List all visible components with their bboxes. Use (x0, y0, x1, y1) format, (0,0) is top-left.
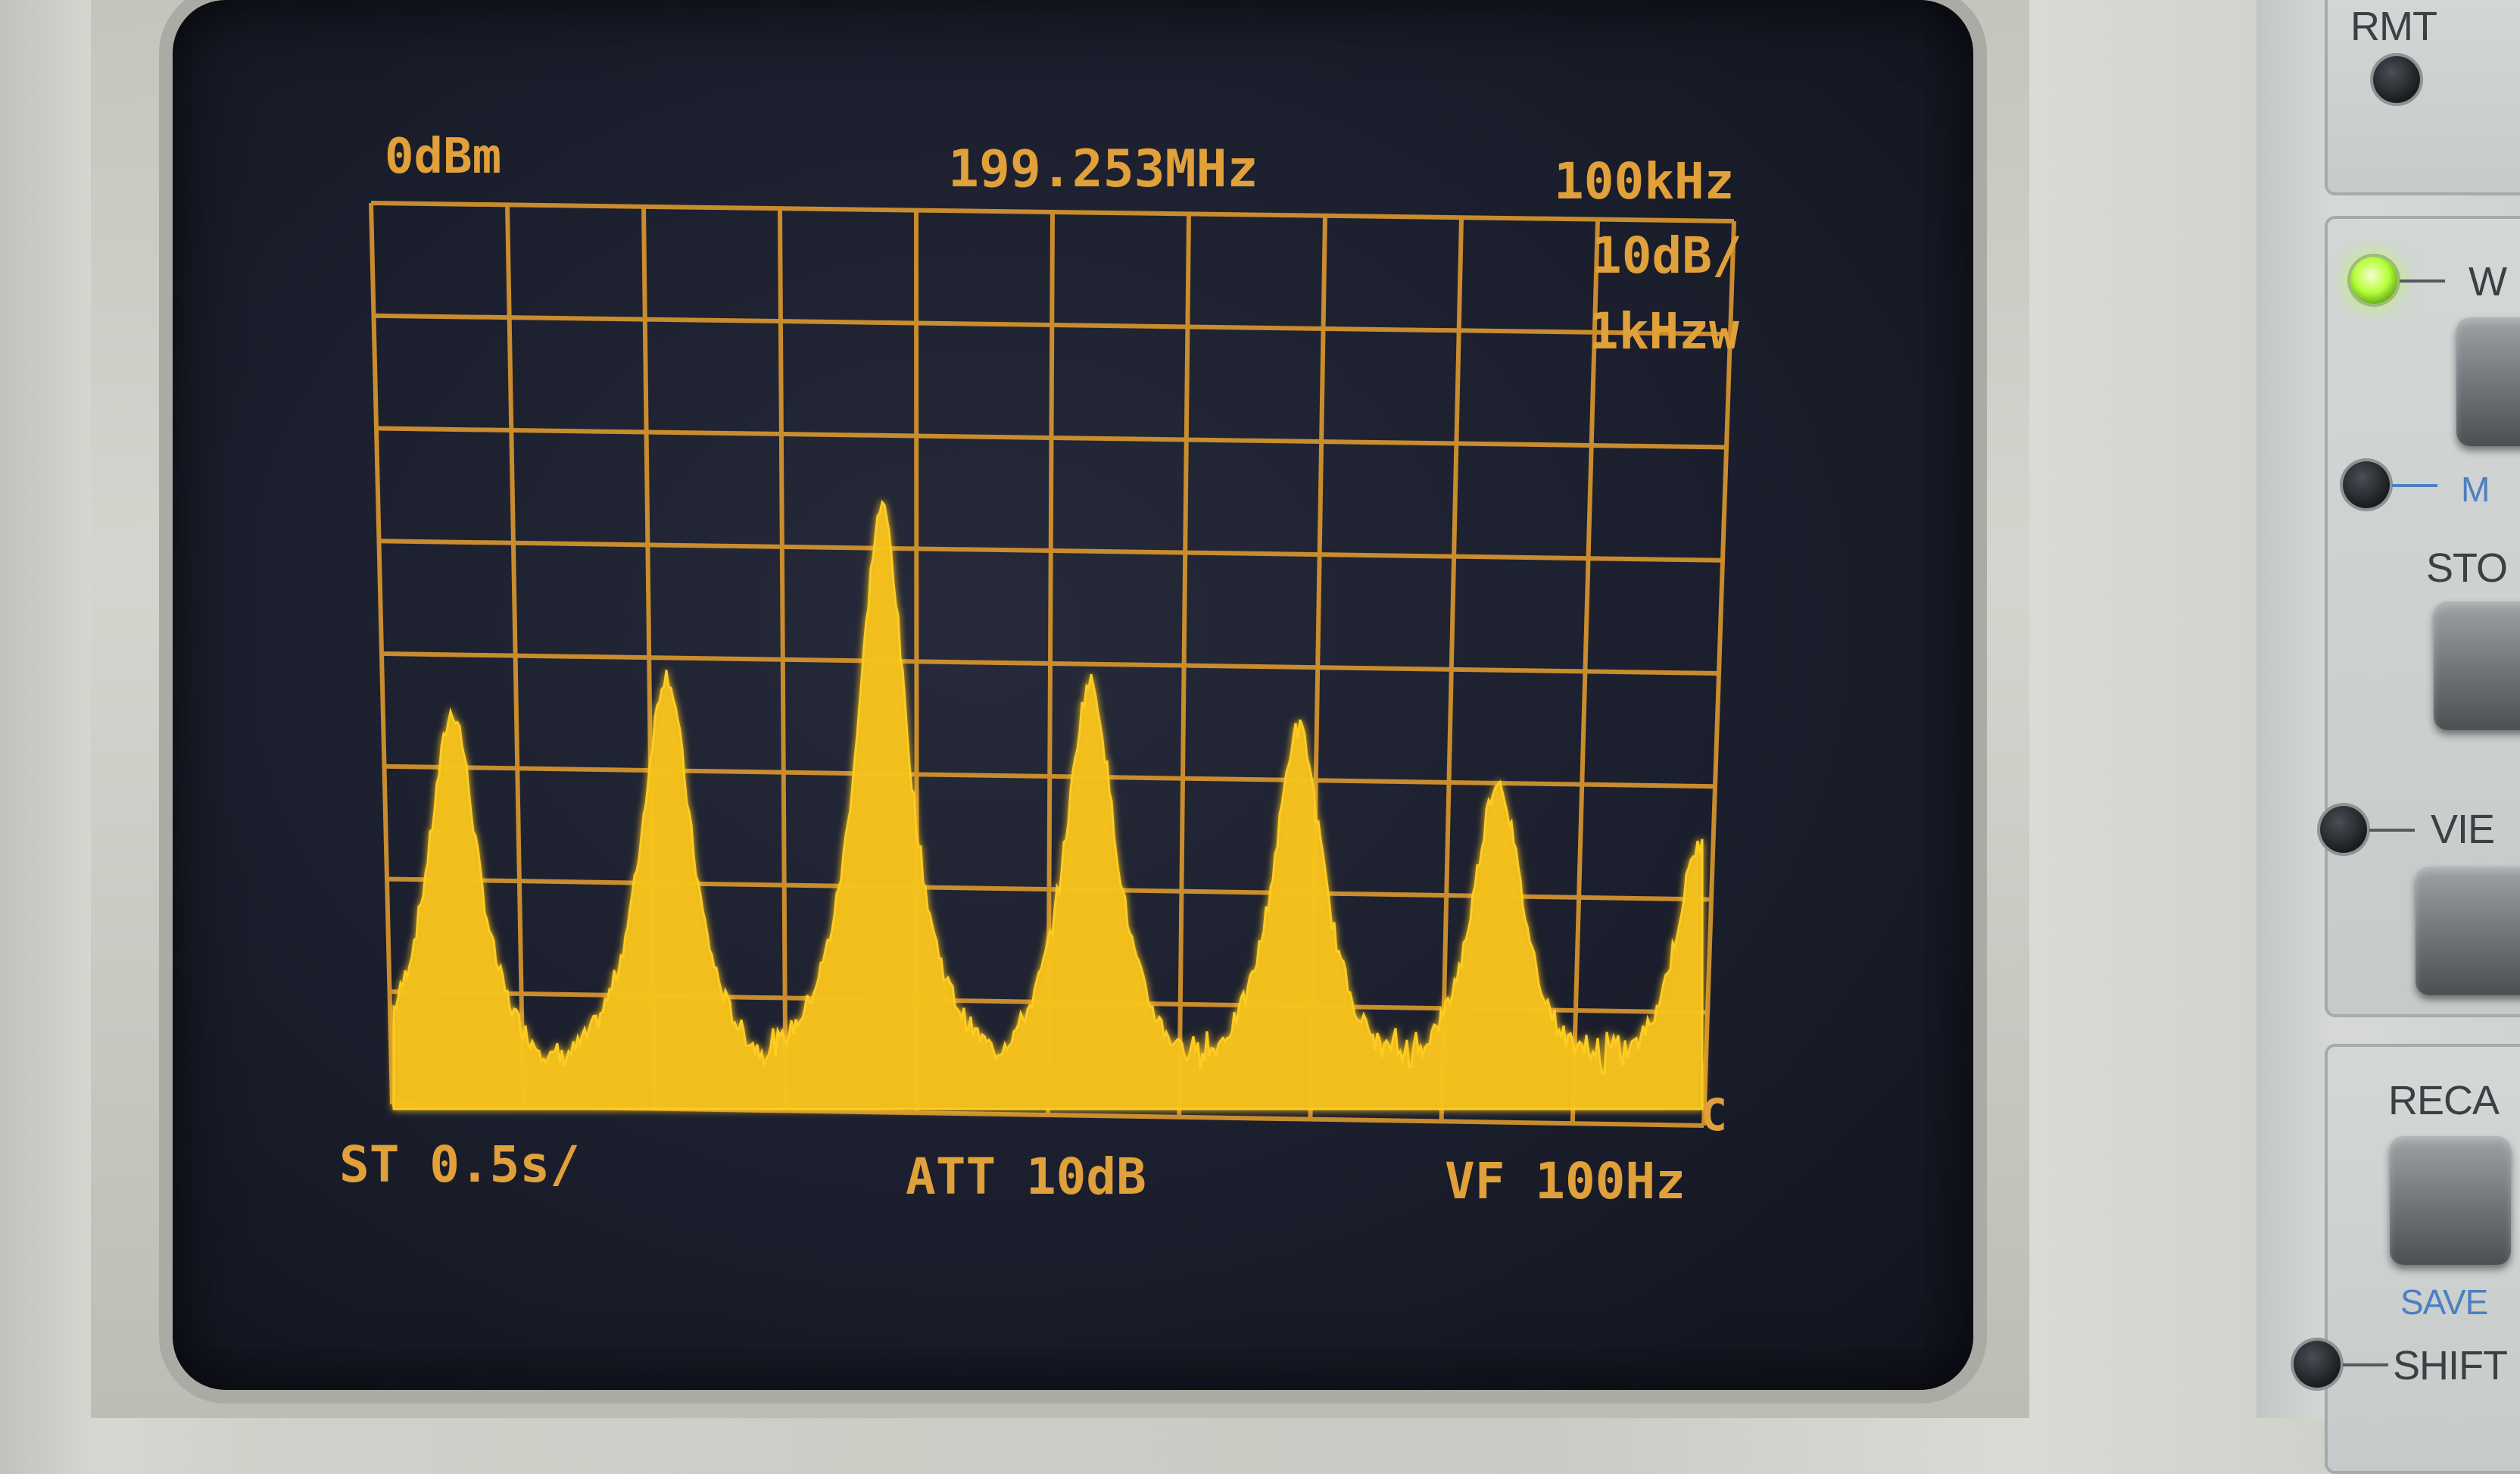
spectrum-trace (392, 499, 1704, 1110)
rmt-label: RMT (2350, 4, 2437, 49)
w-label: W (2469, 259, 2507, 304)
shift-label: SHIFT (2393, 1343, 2508, 1388)
video-filter-readout: VF 100Hz (1445, 1152, 1686, 1210)
view-key-button[interactable] (2416, 867, 2520, 995)
span-div-readout: 100kHz (1554, 152, 1734, 211)
graticule-hline (373, 313, 1731, 337)
w-key-button[interactable] (2456, 317, 2520, 446)
graticule-hline (384, 764, 1716, 789)
marker-c-readout: C (1701, 1089, 1727, 1141)
view-label: VIE (2431, 807, 2495, 852)
crt-screen (173, 0, 1973, 1390)
w-led-line (2400, 279, 2445, 283)
graticule-hline (376, 426, 1727, 450)
graticule-hline (381, 651, 1720, 676)
center-frequency-readout: 199.253MHz (948, 139, 1258, 199)
m-led-line (2392, 484, 2437, 487)
shift-led-line (2343, 1363, 2388, 1366)
mode-section: W M STO VIE (2320, 216, 2520, 1017)
graticule-hline (379, 539, 1723, 563)
scale-div-readout: 10dB/ (1592, 226, 1742, 285)
rbw-readout: 1kHzw (1589, 302, 1739, 361)
view-led-line (2369, 829, 2415, 832)
sweep-time-readout: ST 0.5s/ (339, 1135, 580, 1194)
store-label: STO (2426, 545, 2508, 591)
save-label: SAVE (2400, 1282, 2488, 1322)
remote-section: RMT (2325, 0, 2520, 195)
screen-display: 0dBm 199.253MHz 100kHz 10dB/ 1kHzw C ST … (339, 129, 1742, 1210)
m-led-icon (2343, 461, 2390, 508)
w-led-icon (2350, 257, 2397, 304)
graticule-hline (370, 201, 1735, 223)
ref-level-readout: 0dBm (385, 129, 501, 185)
store-key-button[interactable] (2434, 601, 2520, 730)
recall-label: RECA (2388, 1078, 2500, 1123)
m-label: M (2461, 470, 2490, 509)
recall-section: RECA SAVE SHIFT (2294, 1044, 2520, 1474)
shift-led-icon (2294, 1341, 2341, 1388)
recall-key-button[interactable] (2390, 1136, 2511, 1265)
rmt-led-icon (2373, 56, 2420, 103)
view-led-icon (2320, 806, 2367, 853)
attenuation-readout: ATT 10dB (906, 1148, 1146, 1206)
control-panel: RMT W M STO VIE RECA SAVE SHIFT (2256, 0, 2520, 1474)
